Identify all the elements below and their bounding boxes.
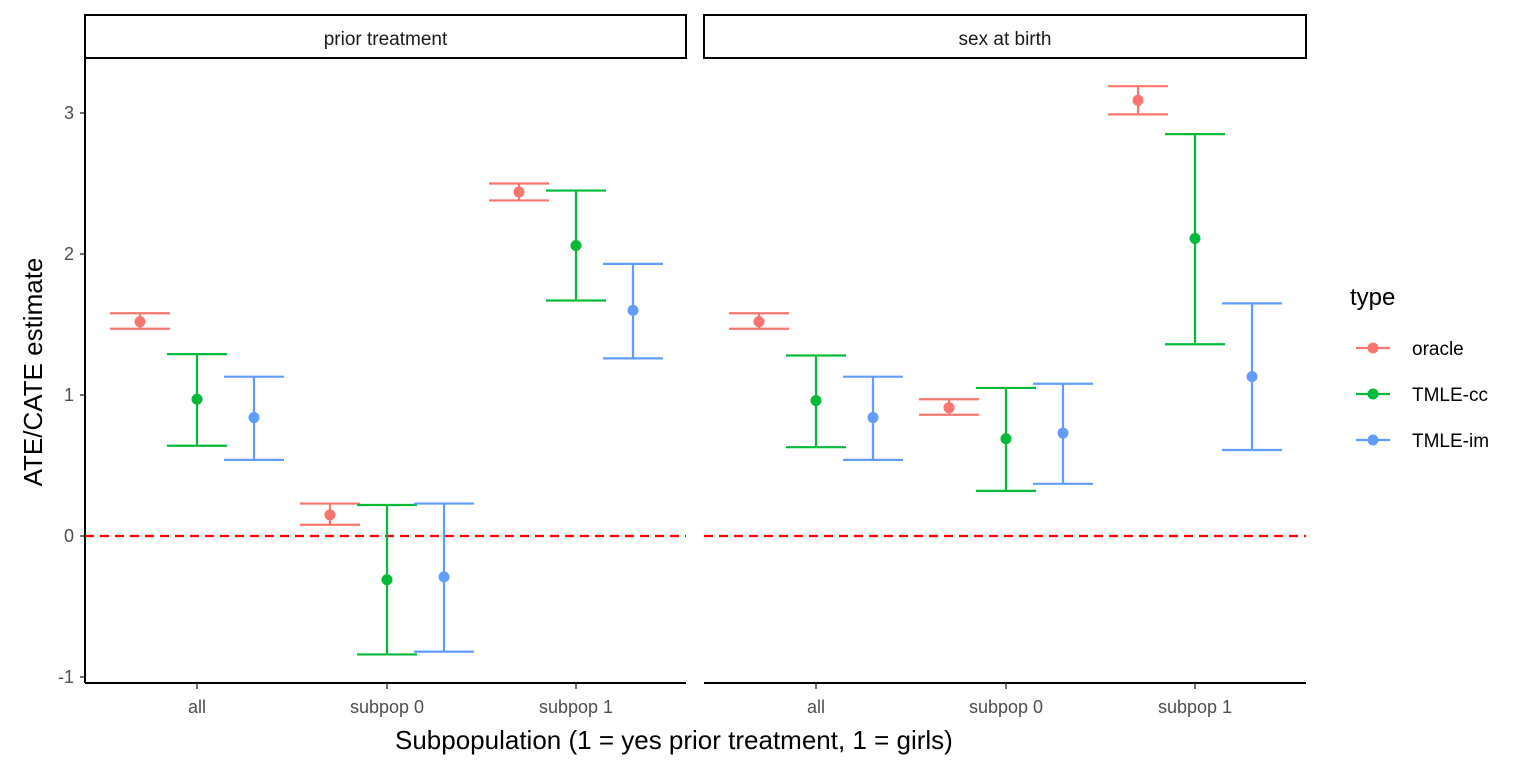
errorbar-oracle-subpop-0 [919,398,979,416]
estimate-point [570,240,582,252]
facet-strip [703,14,1307,59]
legend-label: TMLE-cc [1412,385,1488,406]
estimate-point [1057,427,1069,439]
y-tick-label: 3 [64,103,74,123]
estimate-point [248,412,260,424]
errorbar-TMLE-im-subpop-0 [414,502,474,653]
y-tick-label: 2 [64,244,74,264]
x-tick-label: all [807,697,825,717]
errorbar-oracle-subpop-0 [300,502,360,526]
estimate-point [324,509,336,521]
y-axis-title: ATE/CATE estimate [18,258,48,487]
facet-strip-label: prior treatment [324,29,448,50]
x-tick-label: all [188,697,206,717]
estimate-point [1132,94,1144,106]
x-axis-title: Subpopulation (1 = yes prior treatment, … [395,725,953,755]
facet-panel-1: prior treatment all subpop 0 subpop 1 [84,14,687,717]
errorbar-TMLE-im-all [224,375,284,461]
estimate-point [867,412,879,424]
facet-strip-label: sex at birth [959,29,1052,50]
estimate-point [753,316,765,328]
estimate-point [513,186,525,198]
errorbar-TMLE-im-all [843,375,903,461]
errorbar-oracle-all [729,312,789,330]
errorbar-TMLE-cc-subpop-1 [546,189,606,302]
errorbar-TMLE-cc-all [167,353,227,447]
legend-title: type [1350,284,1395,311]
errorbar-TMLE-cc-subpop-1 [1165,133,1225,346]
legend-item-oracle: oracle [1356,339,1464,360]
legend-item-TMLE-im: TMLE-im [1356,431,1489,452]
errorbar-oracle-subpop-1 [489,182,549,202]
legend-key-point [1367,388,1379,400]
x-tick-label: subpop 0 [969,697,1043,717]
legend-item-TMLE-cc: TMLE-cc [1356,385,1488,406]
estimate-point [381,574,393,586]
estimate-point [1189,232,1201,244]
errorbar-TMLE-im-subpop-1 [1222,302,1282,452]
estimate-point [943,402,955,414]
estimate-point [134,316,146,328]
x-tick-label: subpop 0 [350,697,424,717]
errorbar-oracle-subpop-1 [1108,85,1168,116]
errorbar-TMLE-im-subpop-0 [1033,382,1093,485]
estimate-point [1000,433,1012,445]
estimate-point [438,571,450,583]
y-tick-label: 1 [64,385,74,405]
legend-key-point [1367,342,1379,354]
errorbar-TMLE-cc-subpop-0 [976,386,1036,492]
estimate-point [191,393,203,405]
estimate-point [810,395,822,407]
errorbar-TMLE-cc-all [786,354,846,449]
estimate-point [627,304,639,316]
x-tick-label: subpop 1 [539,697,613,717]
y-tick-label: 0 [64,526,74,546]
errorbar-TMLE-im-subpop-1 [603,262,663,360]
legend-key-point [1367,434,1379,446]
errorbar-oracle-all [110,312,170,330]
legend: type oracle TMLE-cc TMLE-im [1350,284,1489,452]
y-tick-label: -1 [58,667,74,687]
x-tick-label: subpop 1 [1158,697,1232,717]
facet-panel-2: sex at birth all subpop 0 subpop 1 [703,14,1307,717]
legend-label: TMLE-im [1412,431,1489,452]
legend-label: oracle [1412,339,1464,360]
facet-strip [84,14,687,59]
estimate-point [1246,371,1258,383]
errorbar-TMLE-cc-subpop-0 [357,503,417,656]
